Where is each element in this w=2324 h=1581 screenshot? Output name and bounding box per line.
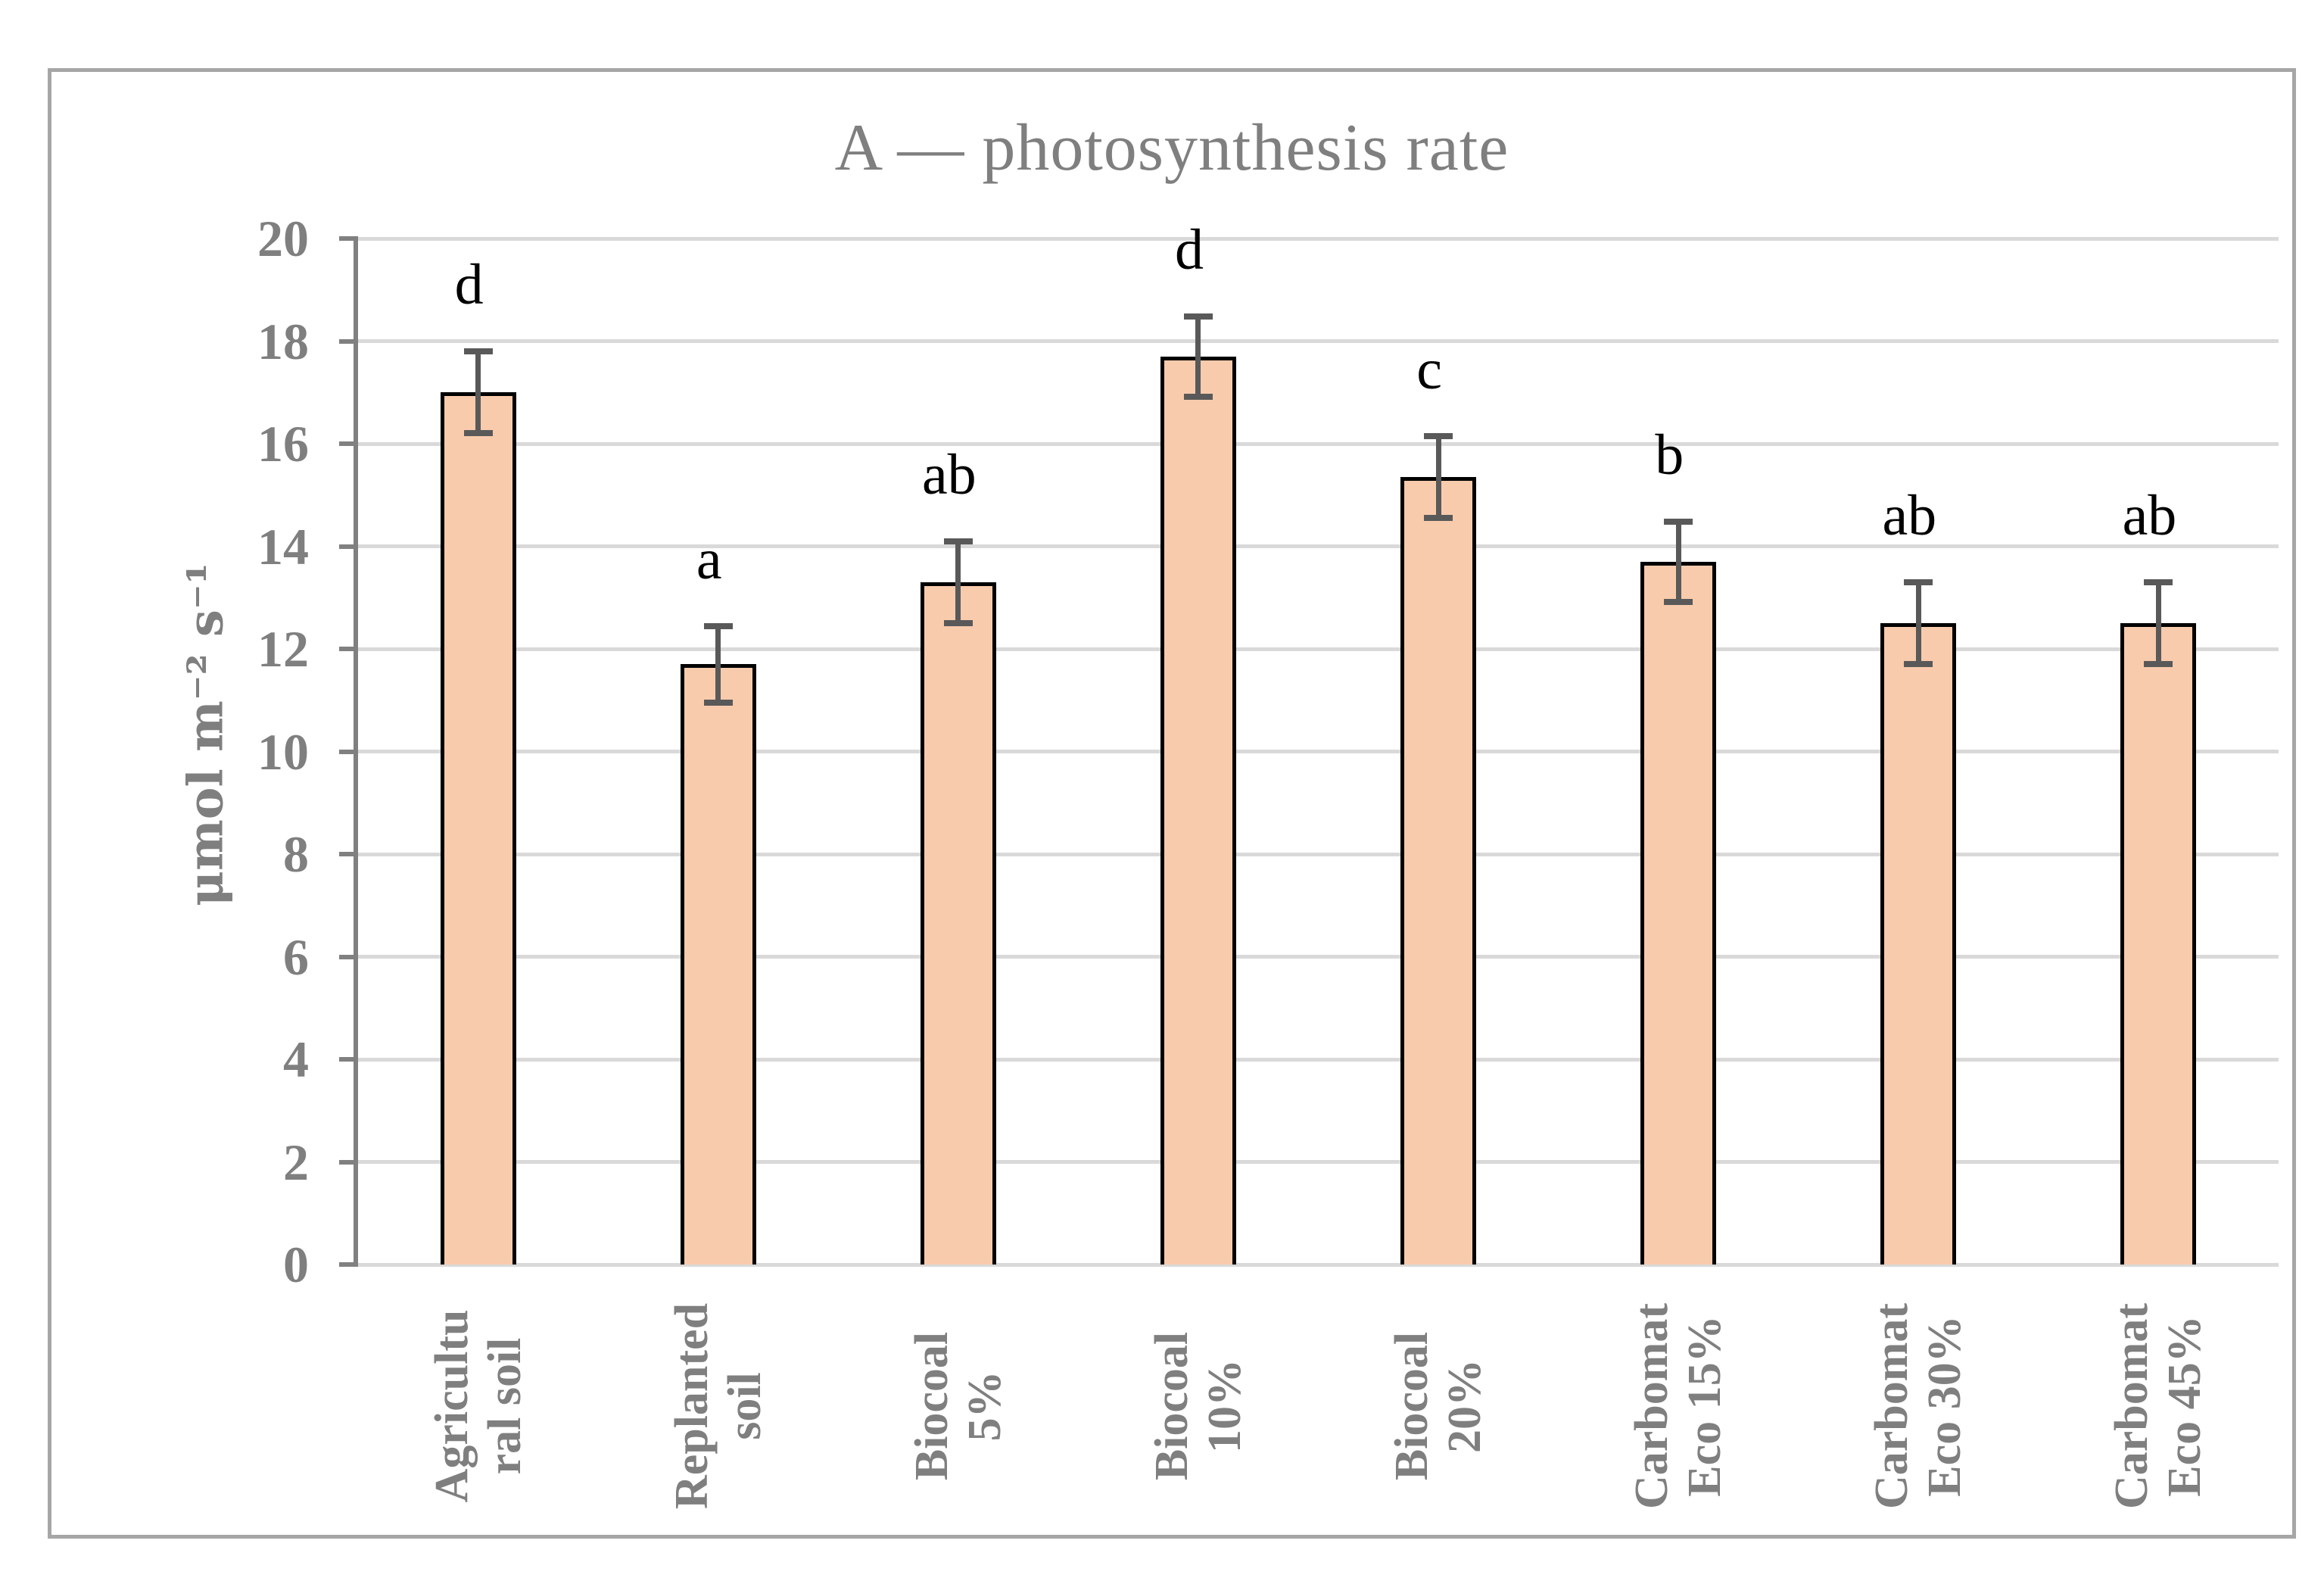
error-bar-cap	[2144, 578, 2173, 585]
error-bar-cap	[1424, 515, 1453, 522]
x-category-label-line: Eco 45%	[2159, 1315, 2211, 1497]
gridline	[358, 1160, 2279, 1164]
bar	[1400, 477, 1477, 1264]
error-bar	[1915, 582, 1921, 665]
error-bar-cap	[1664, 518, 1693, 525]
error-bar-cap	[943, 620, 973, 627]
y-tick-mark	[339, 1159, 358, 1165]
x-category-label: Biocoal 20%	[1385, 1277, 1491, 1535]
x-category-label: Biocoal 5%	[905, 1277, 1011, 1535]
x-category-label-line: Biocoal	[1145, 1331, 1198, 1481]
bar	[1640, 561, 1717, 1264]
error-bar-cap	[703, 700, 733, 706]
error-bar-cap	[703, 622, 733, 629]
error-bar-cap	[1904, 661, 1933, 668]
significance-letter: ab	[2122, 483, 2177, 547]
error-bar	[1675, 521, 1681, 602]
error-bar-cap	[943, 538, 973, 544]
significance-letter: d	[1174, 217, 1204, 282]
x-category-label-line: 10%	[1198, 1359, 1251, 1453]
x-category-label-line: Eco 15%	[1679, 1315, 1731, 1497]
significance-letter: ab	[921, 442, 977, 507]
y-tick-label: 0	[283, 1236, 309, 1293]
y-tick-mark	[339, 338, 358, 344]
gridline	[358, 544, 2279, 548]
gridline	[358, 1057, 2279, 1062]
gridline	[358, 647, 2279, 651]
x-category-label-line: Biocoal	[905, 1331, 958, 1481]
error-bar-cap	[1424, 432, 1453, 439]
x-category-label-line: Eco 30%	[1919, 1315, 1971, 1497]
error-bar-cap	[463, 430, 493, 437]
y-tick-label: 4	[283, 1031, 309, 1088]
y-tick-label: 10	[257, 722, 309, 781]
significance-letter: c	[1416, 337, 1442, 401]
x-category-label-line: Carbomat	[2106, 1302, 2158, 1510]
error-bar	[715, 625, 721, 703]
error-bar	[1195, 316, 1201, 397]
gridline	[358, 441, 2279, 446]
error-bar-cap	[1664, 598, 1693, 605]
bar	[1880, 623, 1957, 1264]
error-bar-cap	[2144, 661, 2173, 668]
x-category-label-line: soil	[718, 1372, 771, 1440]
bar	[2120, 623, 2197, 1264]
y-tick-mark	[339, 1057, 358, 1062]
error-bar	[475, 351, 481, 434]
y-tick-mark	[339, 544, 358, 549]
significance-letter: d	[454, 253, 484, 317]
y-tick-label: 20	[257, 210, 309, 267]
y-tick-mark	[339, 647, 358, 651]
bar	[680, 664, 756, 1264]
x-category-label-line: Carbomat	[1626, 1302, 1678, 1510]
bar	[920, 582, 996, 1264]
y-tick-mark	[339, 1262, 358, 1267]
y-tick-label: 18	[257, 312, 309, 370]
x-category-label: Replanted soil	[665, 1277, 771, 1535]
error-bar-cap	[1183, 393, 1213, 400]
y-tick-mark	[339, 441, 358, 446]
error-bar-cap	[1904, 578, 1933, 585]
gridline	[358, 1262, 2279, 1267]
x-category-label-line: Carbomat	[1866, 1302, 1918, 1510]
gridline	[358, 339, 2279, 343]
y-tick-mark	[339, 852, 358, 856]
y-tick-mark	[339, 749, 358, 754]
x-category-label-line: Agricultu	[425, 1309, 478, 1503]
error-bar	[2155, 582, 2161, 665]
error-bar	[955, 541, 961, 624]
x-category-label-line: Replanted	[665, 1302, 718, 1510]
significance-letter: a	[696, 527, 722, 591]
significance-letter: b	[1655, 423, 1684, 487]
x-category-label: Carbomat Eco 30%	[1865, 1277, 1971, 1535]
y-tick-mark	[339, 236, 358, 241]
error-bar	[1435, 435, 1441, 519]
x-category-label: Agricultu ral soil	[425, 1277, 531, 1535]
x-category-label: Carbomat Eco 15%	[1625, 1277, 1731, 1535]
y-tick-label: 14	[257, 517, 309, 575]
x-category-label-line: Biocoal	[1386, 1331, 1438, 1481]
x-category-label-line: 5%	[958, 1371, 1011, 1442]
significance-letter: ab	[1882, 483, 1937, 547]
bar	[440, 392, 516, 1264]
chart-title: A — photosynthesis rate	[834, 111, 1509, 185]
x-category-label-line: 20%	[1439, 1359, 1491, 1453]
y-tick-mark	[339, 954, 358, 959]
x-category-label-line: ral soil	[478, 1337, 531, 1475]
error-bar-cap	[463, 348, 493, 355]
x-category-label: Carbomat Eco 45%	[2105, 1277, 2211, 1535]
bar	[1160, 356, 1236, 1264]
y-tick-label: 8	[283, 825, 309, 883]
y-tick-label: 6	[283, 928, 309, 986]
y-tick-label: 16	[257, 415, 309, 472]
error-bar-cap	[1183, 313, 1213, 320]
y-tick-label: 12	[257, 620, 309, 678]
y-tick-label: 2	[283, 1133, 309, 1191]
gridline	[358, 852, 2279, 856]
gridline	[358, 236, 2279, 241]
gridline	[358, 750, 2279, 753]
gridline	[358, 955, 2279, 959]
x-category-label: Biocoal 10%	[1145, 1277, 1251, 1535]
